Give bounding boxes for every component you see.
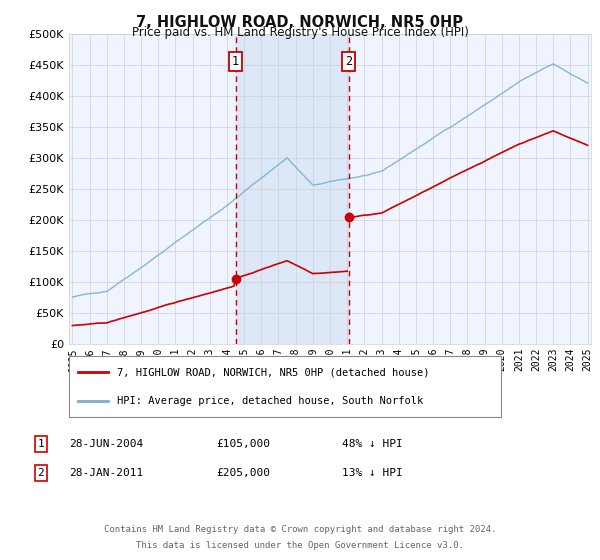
Text: 28-JAN-2011: 28-JAN-2011 — [69, 468, 143, 478]
Text: £205,000: £205,000 — [216, 468, 270, 478]
Text: Contains HM Land Registry data © Crown copyright and database right 2024.: Contains HM Land Registry data © Crown c… — [104, 525, 496, 534]
Text: 2: 2 — [37, 468, 44, 478]
Text: 1: 1 — [37, 439, 44, 449]
Text: HPI: Average price, detached house, South Norfolk: HPI: Average price, detached house, Sout… — [116, 395, 423, 405]
Text: £105,000: £105,000 — [216, 439, 270, 449]
Text: 28-JUN-2004: 28-JUN-2004 — [69, 439, 143, 449]
Text: This data is licensed under the Open Government Licence v3.0.: This data is licensed under the Open Gov… — [136, 542, 464, 550]
Text: Price paid vs. HM Land Registry's House Price Index (HPI): Price paid vs. HM Land Registry's House … — [131, 26, 469, 39]
Bar — [236, 34, 349, 344]
Text: 1: 1 — [232, 55, 239, 68]
Text: 48% ↓ HPI: 48% ↓ HPI — [342, 439, 403, 449]
Text: 7, HIGHLOW ROAD, NORWICH, NR5 0HP: 7, HIGHLOW ROAD, NORWICH, NR5 0HP — [137, 15, 464, 30]
Text: 13% ↓ HPI: 13% ↓ HPI — [342, 468, 403, 478]
Text: 7, HIGHLOW ROAD, NORWICH, NR5 0HP (detached house): 7, HIGHLOW ROAD, NORWICH, NR5 0HP (detac… — [116, 367, 429, 377]
FancyBboxPatch shape — [69, 356, 501, 417]
Text: 2: 2 — [345, 55, 352, 68]
